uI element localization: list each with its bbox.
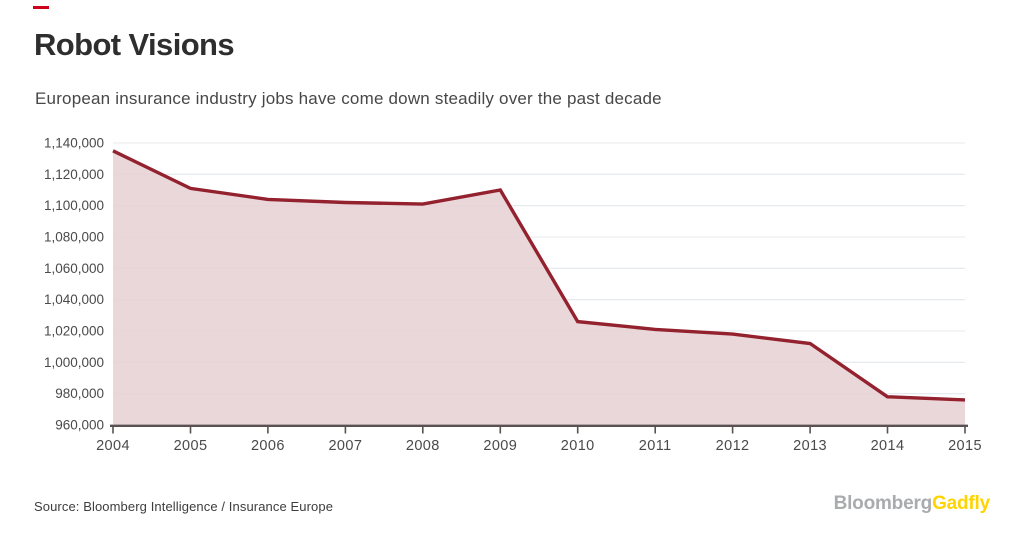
y-axis-label: 1,140,000 <box>44 136 104 151</box>
data-line <box>112 149 966 402</box>
y-axis-label: 980,000 <box>55 386 104 401</box>
y-axis-label: 1,040,000 <box>44 292 104 307</box>
x-axis-label: 2011 <box>639 438 672 454</box>
x-axis-label: 2014 <box>871 438 905 454</box>
chart-title: Robot Visions <box>34 27 235 62</box>
x-axis-label: 2013 <box>793 438 827 454</box>
x-axis-label: 2007 <box>328 438 362 454</box>
y-axis-label: 1,100,000 <box>44 198 104 213</box>
logo-bloomberg-text: Bloomberg <box>833 493 933 514</box>
brand-accent-dash <box>33 6 49 9</box>
y-axis-label: 960,000 <box>55 418 104 433</box>
y-axis-label: 1,020,000 <box>44 324 104 339</box>
x-axis-label: 2009 <box>483 438 517 454</box>
x-axis-label: 2012 <box>716 438 750 454</box>
y-axis-label: 1,120,000 <box>44 167 104 182</box>
area-fill <box>113 150 965 426</box>
logo-gadfly-text: Gadfly <box>932 493 990 514</box>
source-note: Source: Bloomberg Intelligence / Insuran… <box>34 499 334 514</box>
y-axis-label: 1,080,000 <box>44 230 104 245</box>
chart-subtitle: European insurance industry jobs have co… <box>35 89 662 108</box>
bloomberg-gadfly-logo: BloombergGadfly <box>833 493 991 515</box>
y-axis-label: 1,060,000 <box>44 261 104 276</box>
y-axis-label: 1,000,000 <box>44 355 104 370</box>
x-axis-label: 2010 <box>561 438 595 454</box>
x-axis-label: 2004 <box>96 438 130 454</box>
x-axis-label: 2008 <box>406 438 440 454</box>
x-axis-label: 2005 <box>174 438 208 454</box>
x-axis-label: 2015 <box>948 438 982 454</box>
x-axis-label: 2006 <box>251 438 285 454</box>
